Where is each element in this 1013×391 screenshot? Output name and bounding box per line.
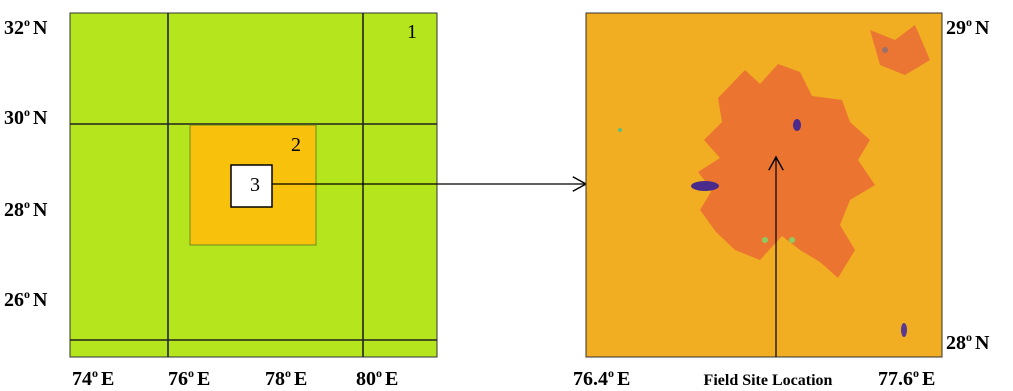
figure: 1 2 3 32oN30oN28oN26oN74oE76oE78oE80oE29… [0,0,1013,391]
degree-mark: o [376,366,382,380]
coord-number: 28 [4,199,24,221]
degree-mark: o [24,105,30,119]
degree-mark: o [24,197,30,211]
hemisphere: N [975,17,990,39]
domain-label: 3 [250,174,260,196]
coord-number: 29 [946,17,966,39]
hemisphere: E [294,368,307,390]
degree-mark: o [966,330,972,344]
hemisphere: E [617,368,630,390]
hemisphere: E [922,368,935,390]
coord-number: 76.4 [573,368,608,390]
coord-number: 32 [4,17,24,39]
coord-number: 76 [168,368,188,390]
hemisphere: N [33,107,48,129]
hemisphere: N [975,332,990,354]
degree-mark: o [24,287,30,301]
hemisphere: N [33,199,48,221]
domain-label: 2 [291,134,301,156]
hemisphere: E [385,368,398,390]
coord-number: 78 [265,368,285,390]
degree-mark: o [24,15,30,29]
coord-number: 77.6 [878,368,913,390]
degree-mark: o [608,366,614,380]
coord-number: 28 [946,332,966,354]
domain-label: 1 [407,21,417,43]
hemisphere: E [197,368,210,390]
hemisphere: N [33,17,48,39]
coord-number: 26 [4,289,24,311]
degree-mark: o [913,366,919,380]
coord-number: 74 [72,368,92,390]
degree-mark: o [285,366,291,380]
hemisphere: N [33,289,48,311]
degree-mark: o [92,366,98,380]
degree-mark: o [966,15,972,29]
coord-number: 80 [356,368,376,390]
hemisphere: E [101,368,114,390]
degree-mark: o [188,366,194,380]
site-label: Field Site Location [704,372,833,389]
coord-number: 30 [4,107,24,129]
